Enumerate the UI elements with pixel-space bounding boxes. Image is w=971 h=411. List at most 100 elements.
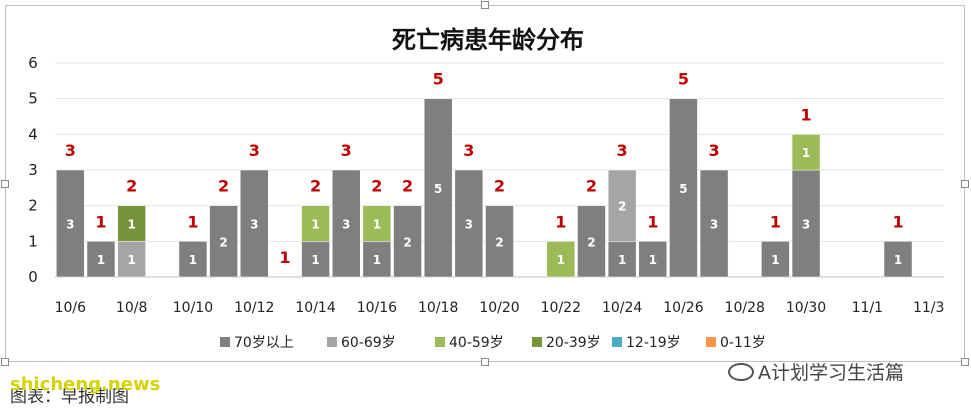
brand-text: A计划学习生活篇 [758, 362, 904, 384]
bar-segment [331, 169, 361, 278]
y-tick-label: 5 [28, 90, 38, 108]
x-tick-label: 10/18 [418, 300, 458, 316]
bar-segment [362, 241, 392, 278]
total-value-label: 3 [65, 141, 76, 160]
bar-segment [86, 241, 116, 278]
bar-segment [240, 169, 269, 278]
brand-label: A计划学习生活篇 [728, 358, 904, 385]
legend-swatch [327, 337, 337, 347]
total-value-label: 2 [586, 177, 597, 196]
x-tick-label: 10/28 [725, 300, 765, 316]
segment-value-label: 1 [311, 253, 319, 267]
x-tick-label: 10/26 [663, 300, 703, 316]
x-tick-label: 10/12 [234, 300, 274, 316]
segment-value-label: 1 [311, 218, 319, 232]
x-axis: 10/6 10/8 10/10 10/12 10/14 10/16 10/18 10/20 10… [55, 300, 945, 316]
bar-segment [607, 169, 637, 242]
legend-label: 40-59岁 [449, 335, 504, 351]
total-value-label: 3 [709, 141, 720, 160]
x-tick-label: 10/30 [786, 300, 826, 316]
bar-segment [669, 98, 698, 278]
segment-value-label: 3 [802, 218, 810, 232]
segment-value-label: 3 [342, 218, 350, 232]
total-value-label: 2 [371, 177, 382, 196]
segment-value-label: 1 [127, 218, 135, 232]
y-tick-label: 2 [28, 197, 38, 215]
y-tick-label: 3 [28, 161, 38, 179]
total-value-label: 3 [249, 141, 260, 160]
segment-value-label: 1 [557, 253, 565, 267]
total-value-label: 3 [617, 141, 628, 160]
bar-segment [209, 205, 238, 278]
bar-segment [362, 205, 392, 242]
bar-segment [454, 169, 484, 278]
total-value-label: 1 [95, 212, 106, 231]
segment-value-label: 1 [649, 253, 657, 267]
y-tick-label: 1 [28, 232, 38, 250]
total-value-label: 3 [463, 141, 474, 160]
resize-handle-top[interactable] [481, 1, 489, 9]
watermark-text: shicheng.news [10, 374, 161, 395]
caption: 图表：早报制图 shicheng.news [10, 374, 160, 407]
segment-value-label: 1 [618, 253, 626, 267]
segment-value-label: 5 [434, 182, 442, 196]
resize-handle-bottom-right[interactable] [961, 358, 969, 366]
bar-segment [883, 241, 913, 278]
bar-segment [638, 241, 668, 278]
segment-value-label: 2 [587, 235, 595, 249]
segment-value-label: 3 [66, 218, 74, 232]
bar-segment [178, 241, 208, 278]
resize-handle-bottom-left[interactable] [1, 358, 9, 366]
bar-segment [301, 241, 330, 278]
legend-swatch [435, 337, 445, 347]
total-value-label: 2 [126, 177, 137, 196]
legend-swatch [220, 337, 230, 347]
legend: 70岁以上 60-69岁 40-59岁 20-39岁 12-19岁 0-11岁 [220, 335, 766, 351]
bar-segment [117, 241, 146, 278]
segment-value-label: 3 [710, 218, 718, 232]
bar-segment [699, 169, 729, 278]
x-tick-label: 10/20 [479, 300, 519, 316]
total-value-label: 5 [678, 70, 689, 89]
segment-value-label: 1 [802, 146, 810, 160]
wechat-icon [728, 362, 754, 381]
bar-segment [577, 205, 606, 278]
legend-swatch [706, 337, 716, 347]
caption-source: 早报制图 [61, 387, 129, 407]
x-tick-label: 10/22 [541, 300, 581, 316]
resize-handle-left[interactable] [1, 180, 9, 188]
legend-swatch [612, 337, 622, 347]
resize-handle-right[interactable] [961, 180, 969, 188]
segment-value-label: 2 [403, 235, 411, 249]
y-tick-label: 4 [28, 125, 38, 143]
x-tick-label: 10/24 [602, 300, 642, 316]
y-tick-label: 0 [28, 268, 38, 286]
x-tick-label: 10/6 [55, 300, 87, 316]
total-value-label: 5 [433, 70, 444, 89]
segment-value-label: 1 [189, 253, 197, 267]
total-value-label: 1 [800, 105, 811, 124]
bar-segment [485, 205, 514, 278]
y-axis: 0 1 2 3 4 5 6 [28, 54, 38, 286]
bar-segment [546, 241, 576, 278]
legend-label: 20-39岁 [546, 335, 601, 351]
x-tick-label: 11/3 [913, 300, 944, 316]
caption-prefix: 图表： [10, 387, 61, 407]
total-value-label: 1 [770, 212, 781, 231]
segment-value-label: 2 [495, 235, 503, 249]
segment-value-label: 3 [465, 218, 473, 232]
bar-segment [301, 205, 330, 242]
total-value-label: 1 [279, 248, 290, 267]
bar-segment [56, 169, 85, 278]
legend-label: 12-19岁 [626, 335, 681, 351]
segment-value-label: 1 [894, 253, 902, 267]
segment-value-label: 1 [771, 253, 779, 267]
segment-value-label: 2 [618, 200, 626, 214]
total-value-label: 3 [341, 141, 352, 160]
segment-value-label: 2 [219, 235, 227, 249]
bar-segment [761, 241, 790, 278]
bar-segment [791, 134, 821, 171]
legend-label: 60-69岁 [341, 335, 396, 351]
resize-handle-bottom[interactable] [481, 358, 489, 366]
